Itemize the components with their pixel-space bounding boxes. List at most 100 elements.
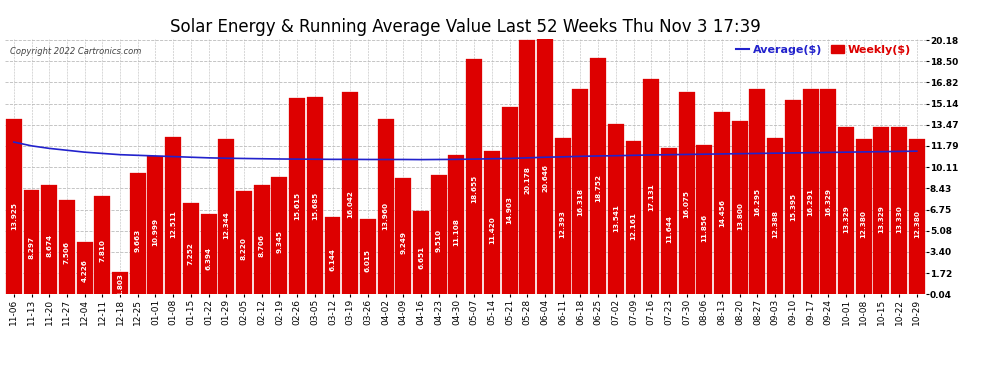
Text: 14.903: 14.903 [507,196,513,224]
Text: 13.329: 13.329 [878,205,884,233]
Text: 8.297: 8.297 [29,236,35,259]
Bar [360,219,376,295]
Text: 16.329: 16.329 [826,188,832,216]
Text: 12.161: 12.161 [631,212,637,240]
Bar [325,217,341,295]
Bar [554,138,570,295]
Text: 9.663: 9.663 [135,228,141,252]
Bar [821,88,837,295]
Text: 8.674: 8.674 [47,234,52,257]
Bar [413,211,429,295]
Text: 13.541: 13.541 [613,204,619,232]
Bar [873,126,889,295]
Text: 12.380: 12.380 [860,211,866,238]
Text: 13.329: 13.329 [842,205,849,233]
Text: 16.291: 16.291 [808,188,814,216]
Text: 17.131: 17.131 [648,184,654,211]
Text: 6.144: 6.144 [330,249,336,272]
Text: 4.226: 4.226 [81,260,88,282]
Bar [42,185,57,295]
Bar [148,156,163,295]
Bar [6,119,22,295]
Bar [377,118,394,295]
Bar [572,89,588,295]
Text: 9.249: 9.249 [400,231,406,254]
Bar [271,177,287,295]
Bar [608,124,624,295]
Bar [749,89,765,295]
Bar [502,106,518,295]
Text: 12.388: 12.388 [772,210,778,238]
Bar [520,40,536,295]
Text: 12.380: 12.380 [914,211,920,238]
Text: 13.925: 13.925 [11,202,17,230]
Text: 11.420: 11.420 [489,216,495,244]
Bar [289,98,305,295]
Bar [644,78,659,295]
Bar [24,190,40,295]
Bar [94,196,110,295]
Text: 6.394: 6.394 [206,247,212,270]
Bar [891,126,907,295]
Text: 13.960: 13.960 [382,201,389,229]
Text: 15.685: 15.685 [312,192,318,220]
Bar [838,126,854,295]
Text: 11.108: 11.108 [453,218,459,246]
Bar [803,89,819,295]
Bar [696,145,712,295]
Bar [130,173,146,295]
Bar [537,34,553,295]
Bar [484,151,500,295]
Bar [253,185,269,295]
Bar [307,97,323,295]
Text: 15.615: 15.615 [294,192,300,220]
Text: 18.752: 18.752 [595,174,601,202]
Text: 12.511: 12.511 [170,210,176,238]
Bar [785,100,801,295]
Title: Solar Energy & Running Average Value Last 52 Weeks Thu Nov 3 17:39: Solar Energy & Running Average Value Las… [170,18,760,36]
Bar [679,92,695,295]
Text: 14.456: 14.456 [719,199,725,227]
Text: 16.042: 16.042 [347,190,353,217]
Bar [112,272,128,295]
Bar [590,58,606,295]
Bar [448,154,464,295]
Bar [395,178,411,295]
Bar [626,141,642,295]
Bar [431,175,446,295]
Bar [343,92,358,295]
Text: 11.644: 11.644 [666,215,672,243]
Text: 12.393: 12.393 [559,210,565,238]
Text: 6.015: 6.015 [365,249,371,272]
Text: Copyright 2022 Cartronics.com: Copyright 2022 Cartronics.com [10,47,141,56]
Bar [201,214,217,295]
Text: 20.646: 20.646 [542,164,548,192]
Text: 13.800: 13.800 [737,202,742,230]
Text: 1.803: 1.803 [117,273,123,296]
Text: 20.178: 20.178 [525,166,531,194]
Text: 16.318: 16.318 [577,188,583,216]
Bar [59,200,75,295]
Text: 18.655: 18.655 [471,175,477,203]
Text: 6.651: 6.651 [418,246,424,268]
Bar [165,137,181,295]
Text: 8.706: 8.706 [258,234,264,257]
Text: 10.999: 10.999 [152,218,158,246]
Text: 16.075: 16.075 [684,189,690,217]
Text: 7.252: 7.252 [188,242,194,265]
Text: 16.295: 16.295 [754,188,760,216]
Text: 9.510: 9.510 [436,230,442,252]
Bar [219,139,235,295]
Bar [236,191,251,295]
Text: 9.345: 9.345 [276,230,282,253]
Bar [183,203,199,295]
Bar [661,148,677,295]
Text: 7.810: 7.810 [99,239,105,262]
Text: 7.506: 7.506 [64,241,70,264]
Bar [732,121,747,295]
Bar [466,59,482,295]
Text: 12.344: 12.344 [224,211,230,238]
Legend: Average($), Weekly($): Average($), Weekly($) [736,45,911,55]
Bar [714,112,730,295]
Bar [767,138,783,295]
